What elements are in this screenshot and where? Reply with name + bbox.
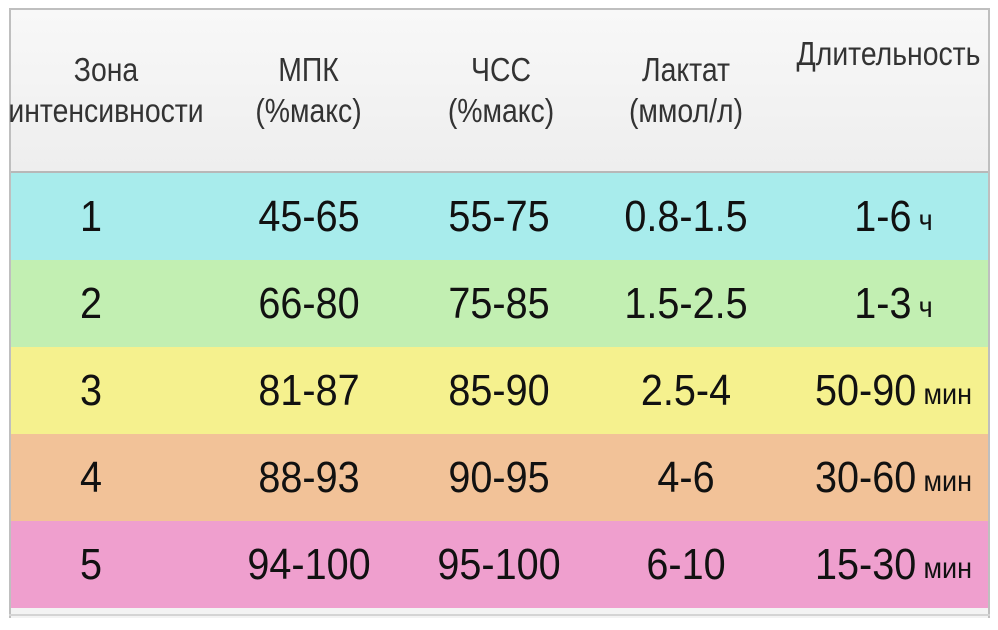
header-heart-rate-line1: ЧСС bbox=[471, 50, 531, 88]
header-lactate-line1: Лактат bbox=[641, 50, 730, 88]
duration-cell: 15-30 мин bbox=[797, 521, 991, 608]
table-row: 2 66-80 75-85 1.5-2.5 1-3 ч bbox=[11, 260, 988, 347]
header-lactate: Лактат (ммол/л) bbox=[604, 10, 767, 170]
heart-rate-cell: 85-90 bbox=[448, 365, 550, 415]
header-vo2max-line2: (%макс) bbox=[255, 92, 362, 129]
heart-rate-cell: 90-95 bbox=[448, 452, 550, 502]
intensity-zones-table: Зона интенсивности МПК (%макс) ЧСС (%мак… bbox=[8, 8, 990, 618]
table-row: 5 94-100 95-100 6-10 15-30 мин bbox=[11, 521, 988, 608]
header-zone-line1: Зона bbox=[73, 50, 139, 88]
zone-cell: 5 bbox=[79, 539, 103, 589]
vo2max-cell: 66-80 bbox=[258, 278, 360, 328]
zone-cell: 2 bbox=[79, 278, 103, 328]
duration-unit: ч bbox=[918, 290, 933, 324]
duration-value: 1-3 bbox=[854, 278, 912, 328]
lactate-cell: 2.5-4 bbox=[640, 365, 732, 415]
duration-cell: 1-6 ч bbox=[797, 173, 991, 260]
duration-value: 15-30 bbox=[814, 539, 917, 589]
lactate-cell: 4-6 bbox=[657, 452, 715, 502]
vo2max-cell: 94-100 bbox=[247, 539, 371, 589]
header-zone: Зона интенсивности bbox=[8, 10, 203, 170]
heart-rate-cell: 95-100 bbox=[437, 539, 561, 589]
table-row: 3 81-87 85-90 2.5-4 50-90 мин bbox=[11, 347, 988, 434]
header-zone-line2: интенсивности bbox=[8, 92, 204, 129]
table-header-row: Зона интенсивности МПК (%макс) ЧСС (%мак… bbox=[8, 10, 988, 173]
zone-cell: 1 bbox=[79, 191, 103, 241]
duration-cell: 1-3 ч bbox=[797, 260, 991, 347]
duration-cell: 50-90 мин bbox=[797, 347, 991, 434]
heart-rate-cell: 75-85 bbox=[448, 278, 550, 328]
lactate-cell: 0.8-1.5 bbox=[624, 191, 748, 241]
vo2max-cell: 88-93 bbox=[258, 452, 360, 502]
duration-unit: мин bbox=[923, 377, 973, 411]
duration-value: 1-6 bbox=[854, 191, 912, 241]
duration-unit: мин bbox=[923, 464, 973, 498]
vo2max-cell: 81-87 bbox=[258, 365, 360, 415]
header-heart-rate-line2: (%макс) bbox=[447, 92, 555, 129]
table-bottom-border bbox=[9, 614, 990, 616]
duration-unit: ч bbox=[918, 203, 933, 237]
duration-cell: 30-60 мин bbox=[797, 434, 991, 521]
heart-rate-cell: 55-75 bbox=[448, 191, 550, 241]
header-duration: Длительность bbox=[796, 0, 981, 134]
header-vo2max-line1: МПК bbox=[278, 50, 339, 88]
lactate-cell: 6-10 bbox=[646, 539, 726, 589]
table-row: 4 88-93 90-95 4-6 30-60 мин bbox=[11, 434, 988, 521]
lactate-cell: 1.5-2.5 bbox=[624, 278, 748, 328]
zone-cell: 4 bbox=[79, 452, 103, 502]
header-lactate-line2: (ммол/л) bbox=[628, 92, 744, 129]
vo2max-cell: 45-65 bbox=[258, 191, 360, 241]
table-row: 1 45-65 55-75 0.8-1.5 1-6 ч bbox=[11, 173, 988, 260]
header-heart-rate: ЧСС (%макс) bbox=[419, 10, 582, 170]
duration-value: 30-60 bbox=[814, 452, 917, 502]
duration-unit: мин bbox=[923, 551, 973, 585]
header-duration-label: Длительность bbox=[796, 35, 981, 73]
header-vo2max: МПК (%макс) bbox=[225, 10, 393, 170]
duration-value: 50-90 bbox=[814, 365, 917, 415]
zone-cell: 3 bbox=[79, 365, 103, 415]
